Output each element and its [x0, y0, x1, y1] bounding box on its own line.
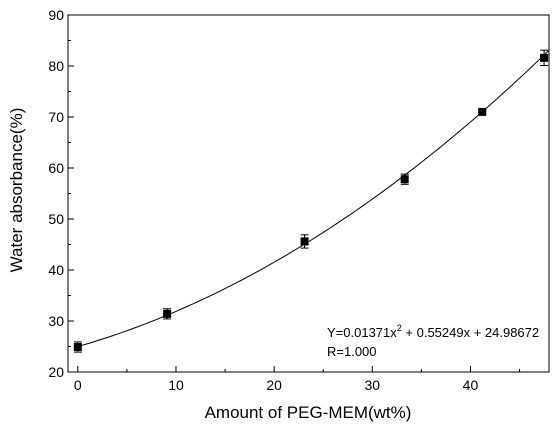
x-tick-label: 0 — [74, 377, 82, 393]
point-marker — [400, 175, 409, 184]
y-tick-label: 70 — [48, 109, 64, 125]
x-axis-label: Amount of PEG-MEM(wt%) — [205, 403, 412, 422]
y-tick-label: 20 — [48, 364, 64, 380]
data-point — [540, 49, 549, 66]
point-marker — [540, 53, 549, 62]
point-marker — [300, 237, 309, 246]
y-tick-label: 50 — [48, 211, 64, 227]
y-tick-label: 60 — [48, 160, 64, 176]
data-point — [73, 341, 82, 353]
x-tick-label: 40 — [463, 377, 479, 393]
y-tick-label: 90 — [48, 7, 64, 23]
point-marker — [73, 343, 82, 352]
data-point — [478, 107, 487, 116]
point-marker — [478, 107, 487, 116]
fit-r-value: R=1.000 — [327, 344, 377, 359]
point-marker — [163, 309, 172, 318]
y-axis: 20 30 40 50 60 70 80 90 — [48, 7, 74, 380]
fit-equation: Y=0.01371x2 + 0.55249x + 24.98672 — [327, 323, 539, 340]
x-tick-label: 30 — [365, 377, 381, 393]
data-point — [400, 173, 409, 185]
data-series — [73, 49, 549, 353]
fit-equation-exponent: 2 — [397, 323, 402, 333]
data-point — [300, 234, 309, 249]
x-tick-label: 20 — [266, 377, 282, 393]
fit-equation-suffix: + 0.55249x + 24.98672 — [402, 325, 539, 340]
y-tick-label: 80 — [48, 58, 64, 74]
plot-area — [67, 14, 550, 373]
fit-curve — [77, 49, 550, 348]
fit-equation-prefix: Y=0.01371x — [327, 325, 397, 340]
x-tick-label: 10 — [168, 377, 184, 393]
plot-border — [67, 14, 550, 373]
y-tick-label: 40 — [48, 262, 64, 278]
y-tick-label: 30 — [48, 313, 64, 329]
x-axis: 0 10 20 30 40 — [74, 366, 521, 393]
y-axis-label: Water absorbance(%) — [7, 108, 26, 273]
data-point — [163, 308, 172, 320]
